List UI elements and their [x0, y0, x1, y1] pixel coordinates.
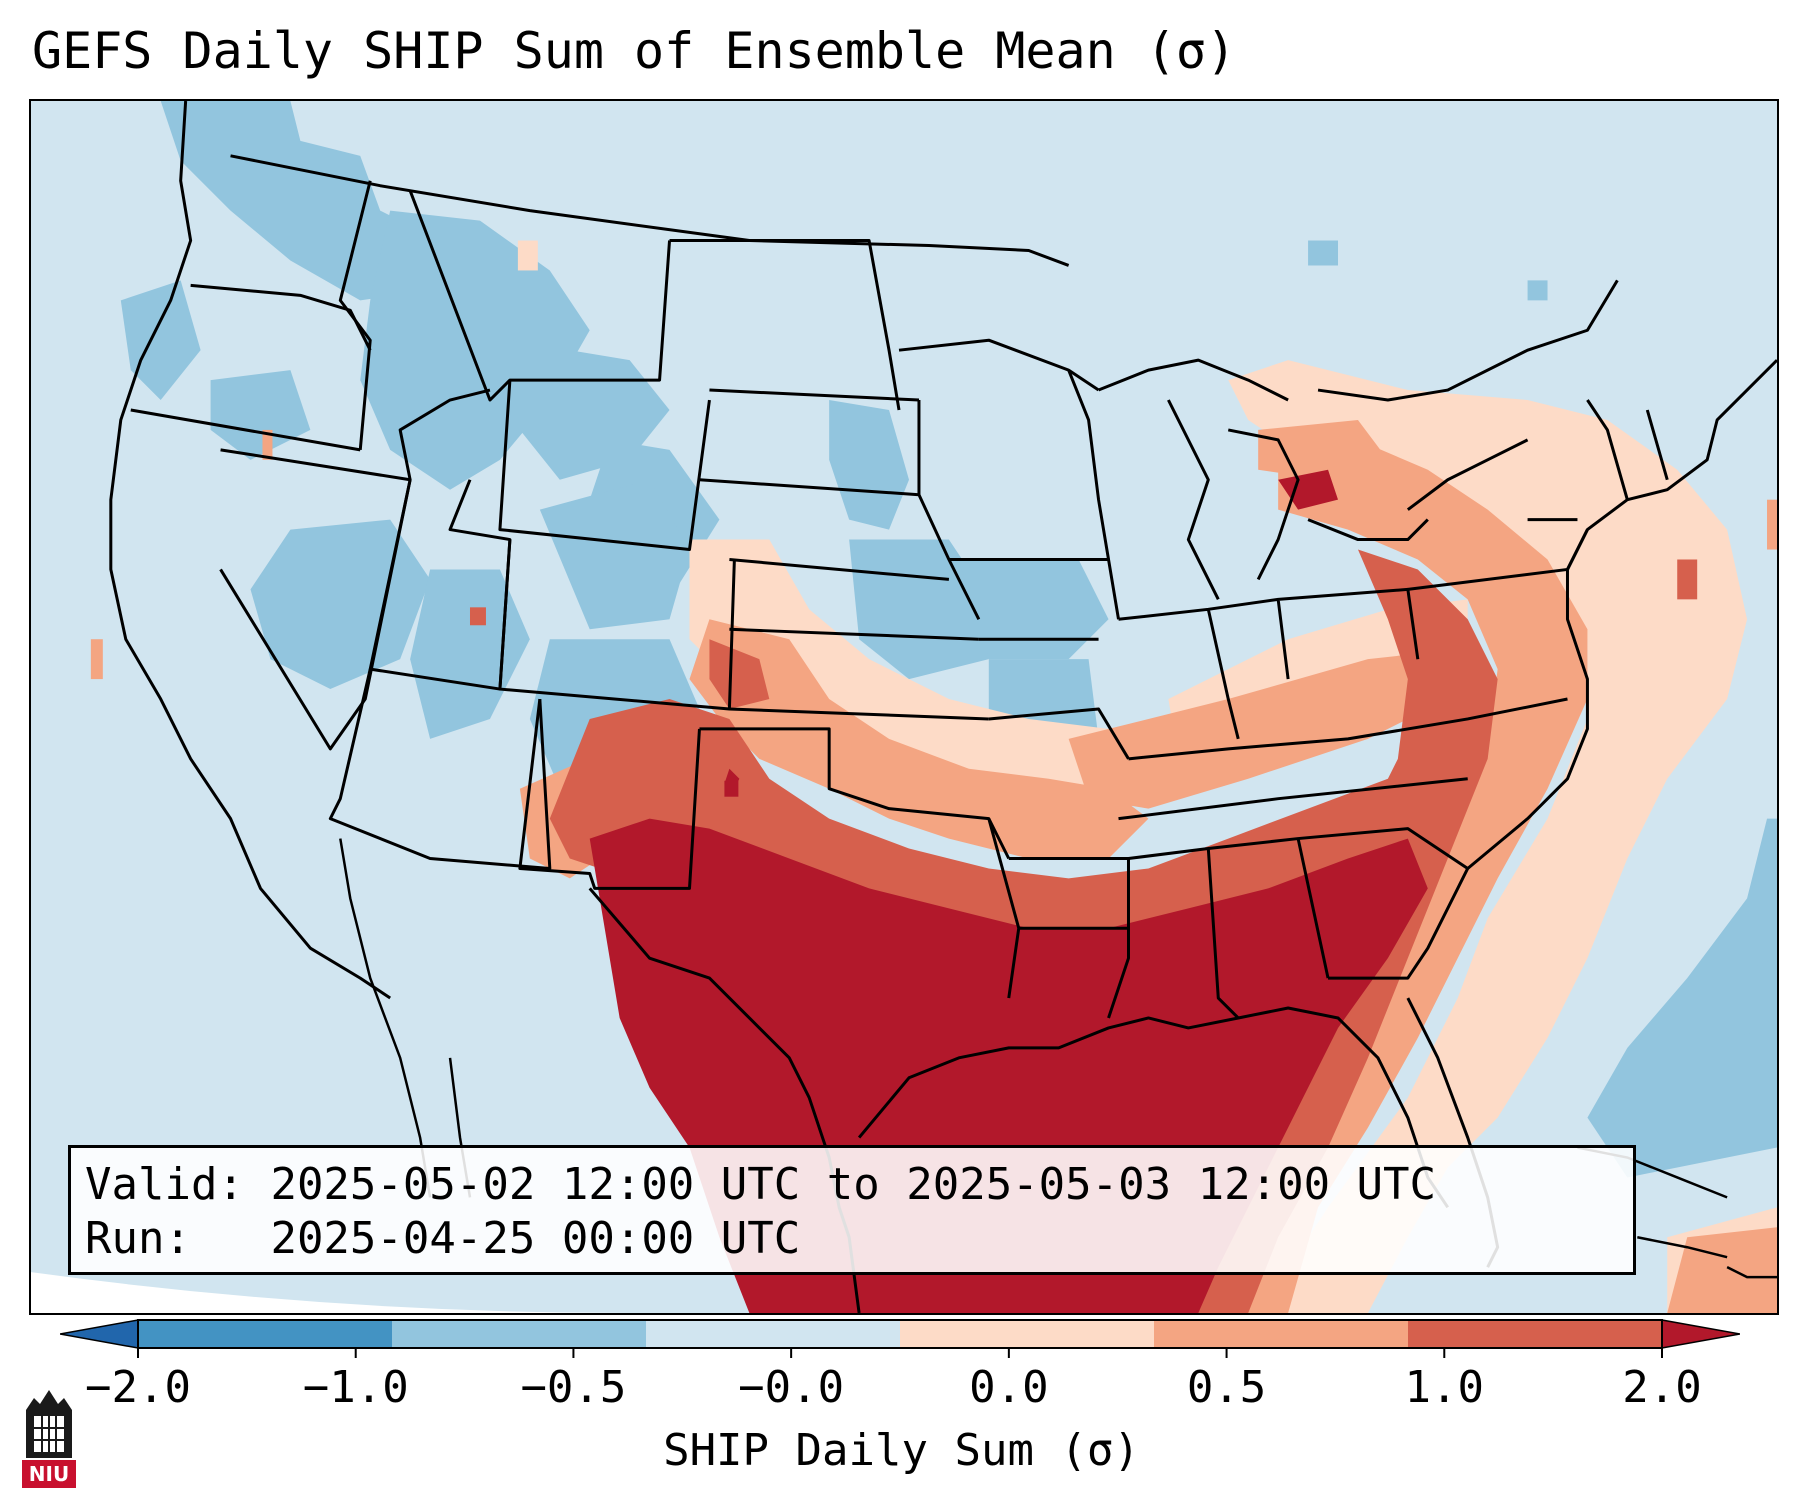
colorbar-segment: [138, 1320, 393, 1348]
colorbar-segment: [1154, 1320, 1409, 1348]
colorbar-segments: [60, 1319, 1740, 1349]
colorbar-ticks: [137, 1348, 1663, 1358]
anomaly-dot-oregon: [262, 429, 273, 460]
positive-anomaly-extreme: [589, 469, 1428, 1313]
positive-anomaly-light: [689, 360, 1777, 1313]
colorbar-tick-label: 2.0: [1622, 1362, 1702, 1413]
valid-value: 2025-05-02 12:00 UTC to 2025-05-03 12:00…: [270, 1159, 1437, 1210]
state-borders: [109, 101, 1777, 1313]
info-box: Valid: 2025-05-02 12:00 UTC to 2025-05-0…: [68, 1145, 1636, 1275]
colorbar-tick-label: 1.0: [1404, 1362, 1485, 1413]
niu-logo: [22, 1390, 76, 1488]
anomaly-dot-ne: [1677, 559, 1698, 600]
run-line: Run: 2025-04-25 00:00 UTC: [85, 1212, 1619, 1266]
page-title: GEFS Daily SHIP Sum of Ensemble Mean (σ): [32, 22, 1237, 80]
projection-edge: [31, 1272, 630, 1313]
colorbar-segment: [646, 1320, 901, 1348]
colorbar-tick-label: −2.0: [85, 1362, 191, 1413]
anomaly-dot-utah: [469, 607, 486, 626]
colorbar-extend-high: [1661, 1319, 1740, 1349]
colorbar-outline: [137, 1319, 1663, 1349]
colorbar-segment: [1408, 1320, 1663, 1348]
colorbar: [60, 1319, 1740, 1358]
colorbar-segment: [392, 1320, 647, 1348]
colorbar-tick-label: −1.0: [302, 1362, 409, 1413]
colorbar-segment: [900, 1320, 1155, 1348]
colorbar-extend-low: [60, 1319, 139, 1349]
colorbar-tick-label: 0.0: [969, 1362, 1049, 1413]
run-value: 2025-04-25 00:00 UTC: [270, 1213, 801, 1264]
anomaly-dot-pacific: [90, 639, 103, 680]
valid-label: Valid:: [85, 1159, 244, 1210]
colorbar-tick-label: −0.0: [738, 1362, 845, 1413]
valid-line: Valid: 2025-05-02 12:00 UTC to 2025-05-0…: [85, 1158, 1619, 1212]
anomaly-dot-montana: [517, 240, 538, 271]
anomaly-dot-east: [1767, 499, 1777, 550]
colorbar-tick-label: −0.5: [520, 1362, 627, 1413]
colorbar-tick-label: 0.5: [1186, 1362, 1267, 1413]
map-frame: Valid: 2025-05-02 12:00 UTC to 2025-05-0…: [29, 99, 1779, 1315]
niu-logo-text: NIU: [28, 1462, 70, 1486]
colorbar-label: SHIP Daily Sum (σ): [663, 1425, 1140, 1476]
anomaly-dot-colorado: [724, 780, 739, 797]
run-label: Run:: [85, 1213, 191, 1264]
map-canvas: [31, 101, 1777, 1313]
negative-anomaly-patches: [120, 101, 1777, 1178]
